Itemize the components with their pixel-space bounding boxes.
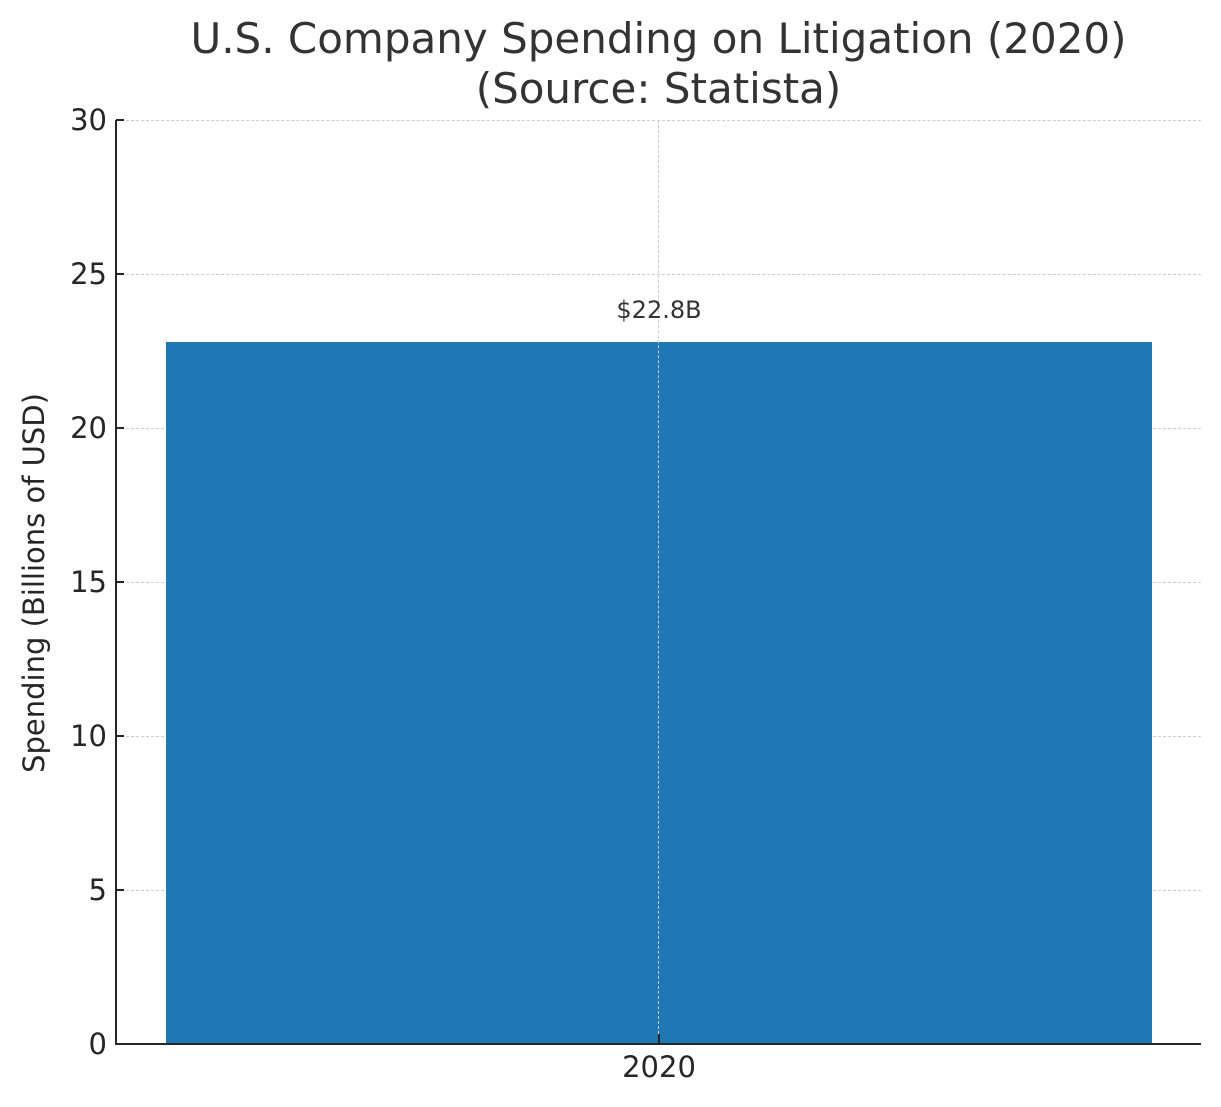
ytick-15 [116, 581, 124, 583]
chart-title-line-2: (Source: Statista) [475, 64, 842, 113]
xtick-label-2020: 2020 [622, 1050, 696, 1084]
bar-2020 [166, 342, 1152, 1044]
ytick-10 [116, 735, 124, 737]
ytick-label-15: 15 [70, 565, 107, 599]
ytick-30 [116, 119, 124, 121]
ytick-20 [116, 427, 124, 429]
ytick-label-10: 10 [70, 719, 107, 753]
ytick-label-30: 30 [70, 103, 107, 137]
ytick-label-20: 20 [70, 411, 107, 445]
ytick-label-0: 0 [88, 1027, 107, 1061]
ytick-5 [116, 889, 124, 891]
gridline-x-2020 [658, 120, 659, 1044]
ytick-25 [116, 273, 124, 275]
bar-value-label: $22.8B [616, 296, 702, 324]
x-axis-line [115, 1043, 1201, 1045]
chart-title-line-1: U.S. Company Spending on Litigation (202… [190, 14, 1127, 63]
xtick-2020 [658, 1034, 660, 1044]
y-axis-label: Spending (Billions of USD) [17, 393, 51, 773]
plot-area: $22.8B [116, 120, 1201, 1044]
chart-title: U.S. Company Spending on Litigation (202… [116, 14, 1201, 114]
ytick-label-25: 25 [70, 257, 107, 291]
ytick-label-5: 5 [88, 873, 107, 907]
